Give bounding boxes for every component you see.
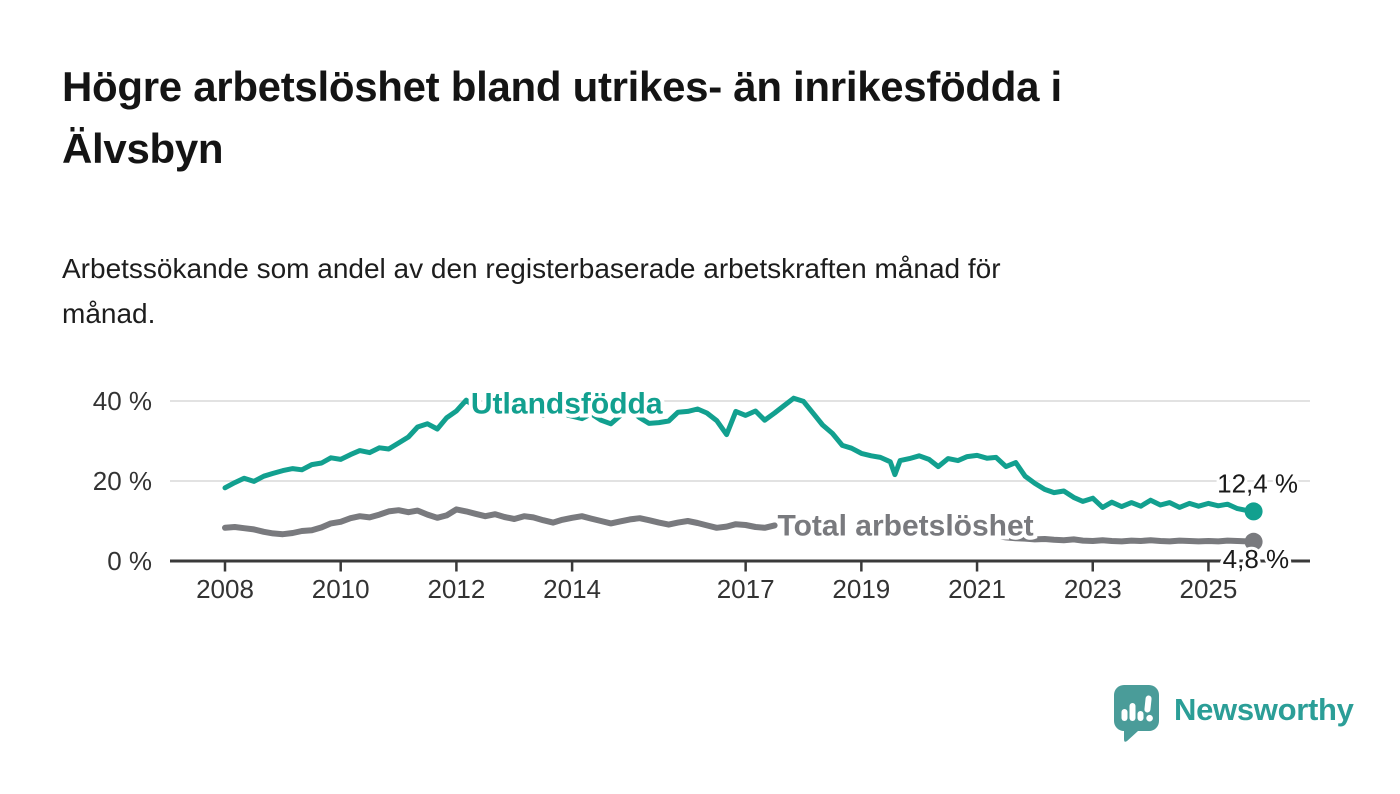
series-line-total-arbetsl-shet: [993, 532, 1257, 545]
chart-headline-line2: Älvsbyn: [62, 125, 224, 172]
y-axis-tick-label: 0 %: [107, 546, 152, 576]
series-label-utlandsf-dda: Utlandsfödda: [471, 388, 663, 421]
series-end-dot-total-arbetsl-shet: [1244, 532, 1263, 551]
end-value-annotation-utlandsf-dda: 12,4 %: [1217, 469, 1298, 499]
chart-subtitle: Arbetssökande som andel av den registerb…: [62, 246, 1302, 336]
x-axis-tick-label: 2008: [196, 574, 254, 604]
x-axis-tick-label: 2010: [312, 574, 370, 604]
x-axis-tick-label: 2014: [543, 574, 601, 604]
y-axis-tick-label: 20 %: [93, 466, 152, 496]
series-line-utlandsf-dda: [222, 395, 1257, 514]
chart-headline-line1: Högre arbetslöshet bland utrikes- än inr…: [62, 63, 1062, 110]
x-axis-tick-label: 2017: [717, 574, 775, 604]
series-line-total-arbetsl-shet: [222, 506, 778, 538]
chart-subtitle-line2: månad.: [62, 298, 156, 329]
x-axis-tick-label: 2021: [948, 574, 1006, 604]
x-axis-tick-label: 2023: [1064, 574, 1122, 604]
x-axis-tick-label: 2012: [427, 574, 485, 604]
x-axis-tick-label: 2019: [832, 574, 890, 604]
chart-headline: Högre arbetslöshet bland utrikes- än inr…: [62, 56, 1302, 180]
chart-subtitle-line1: Arbetssökande som andel av den registerb…: [62, 253, 1001, 284]
newsworthy-speech-bubble-bar-chart-icon: [1114, 685, 1159, 742]
x-axis-tick-label: 2025: [1180, 574, 1238, 604]
end-value-annotation-total-arbetsl-shet: 4,8 %: [1223, 544, 1290, 574]
y-axis-tick-label: 40 %: [93, 386, 152, 416]
series-end-dot-utlandsf-dda: [1244, 502, 1263, 521]
newsworthy-logo: Newsworthy: [1112, 684, 1354, 743]
newsworthy-wordmark: Newsworthy: [1174, 692, 1354, 727]
series-label-total-arbetsl-shet: Total arbetslöshet: [778, 510, 1034, 543]
